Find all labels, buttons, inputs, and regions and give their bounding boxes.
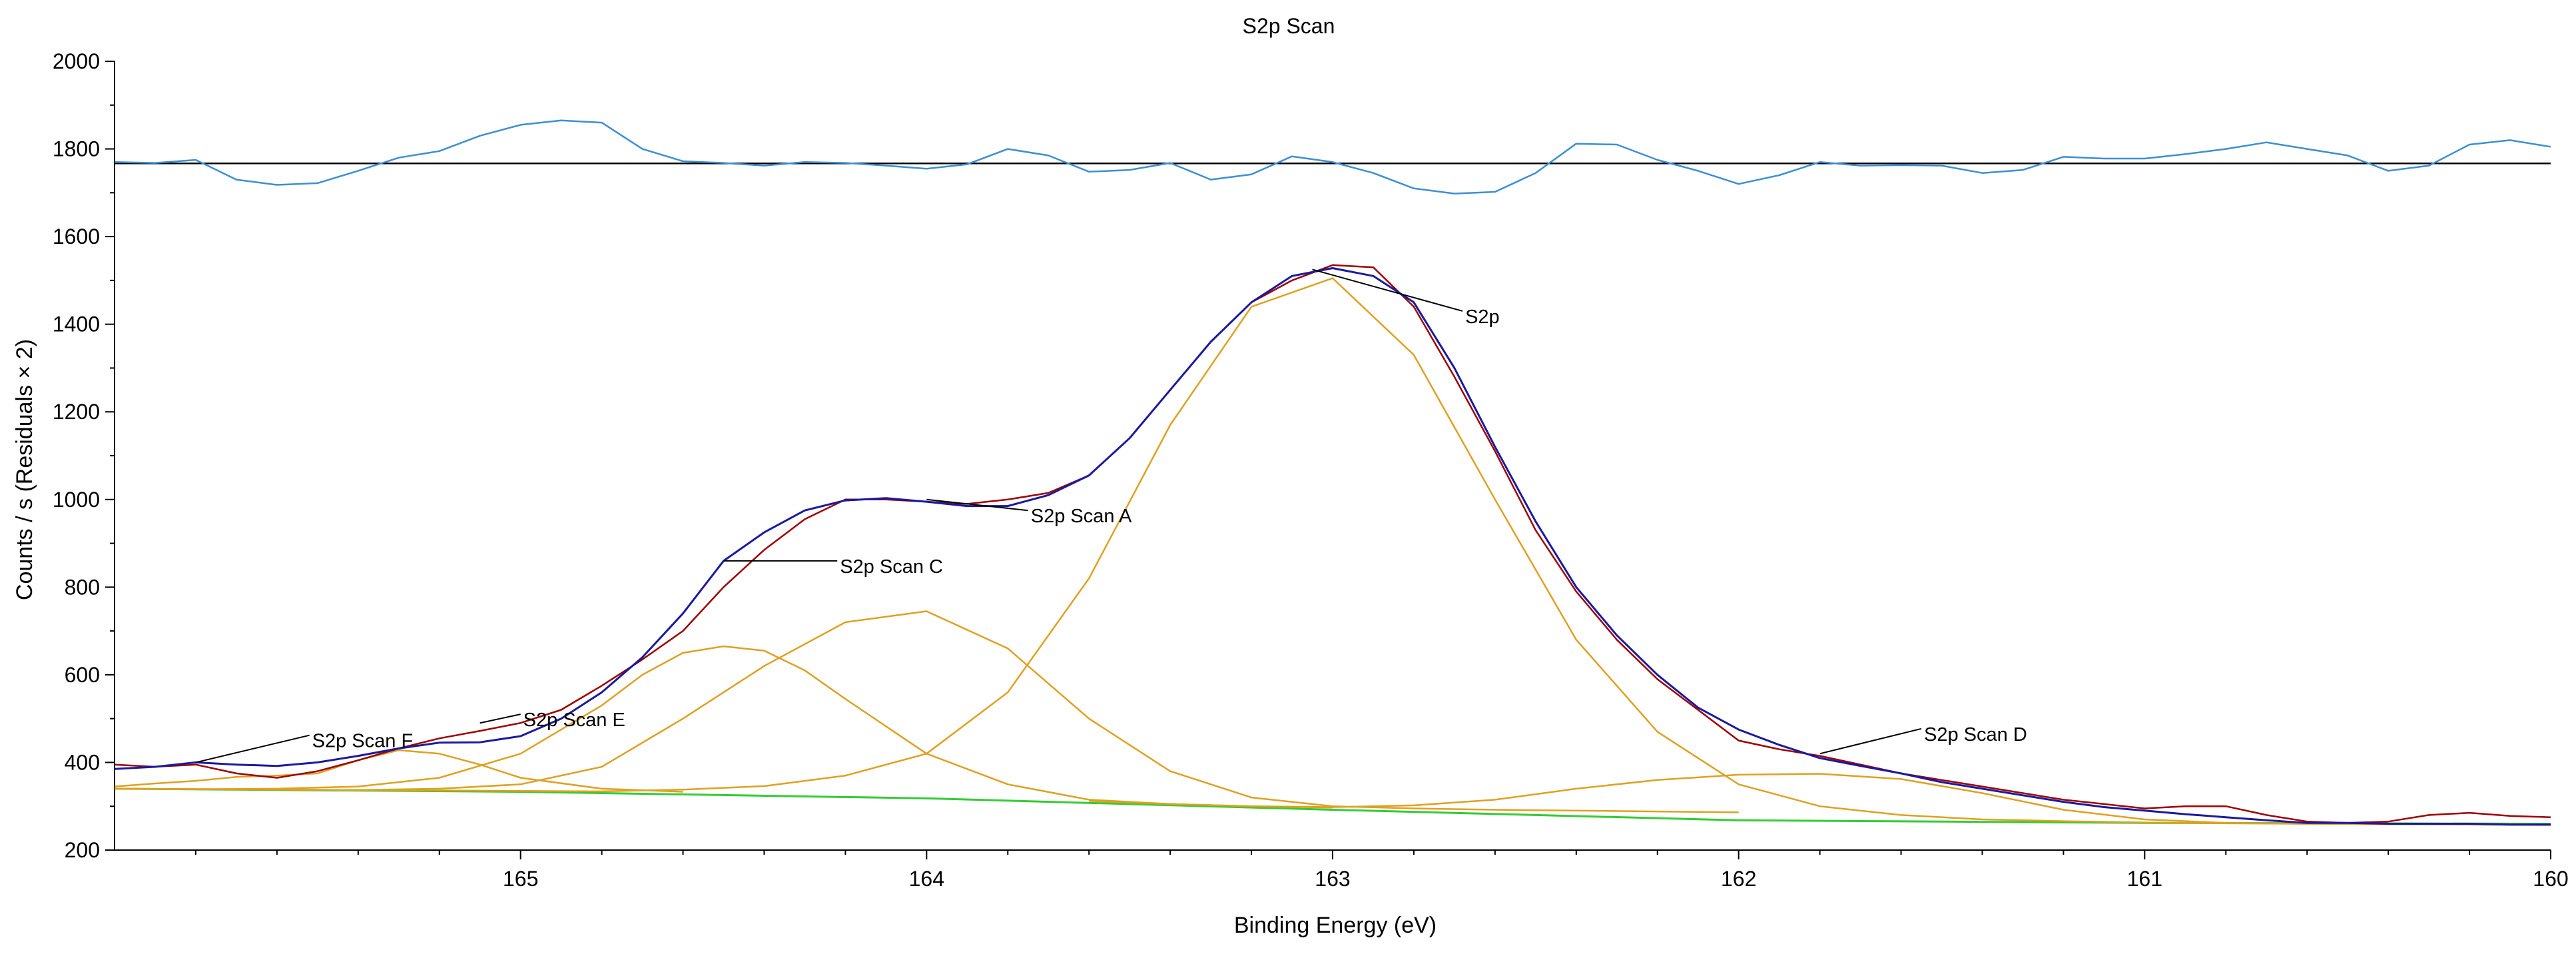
x-tick-label: 162 <box>1721 867 1756 891</box>
series-s2p <box>114 267 2551 826</box>
series-s2p-scan-c <box>114 610 1739 813</box>
x-tick-label: 163 <box>1315 867 1350 891</box>
x-tick-label: 160 <box>2533 867 2568 891</box>
series-data <box>114 264 2551 824</box>
annotation-leader <box>926 498 1028 512</box>
annotation-leader <box>1819 727 1922 755</box>
annotation-leader <box>1312 268 1463 312</box>
y-tick-label: 200 <box>65 838 100 862</box>
annotation-label: S2p Scan D <box>1924 724 2027 745</box>
x-tick-label: 161 <box>2127 867 2162 891</box>
series-s2p-scan-f <box>114 749 683 793</box>
y-axis-label: Counts / s (Residuals × 2) <box>12 339 37 600</box>
y-tick-label: 1000 <box>53 488 100 512</box>
y-tick-label: 400 <box>65 750 100 774</box>
plot-area: 200 400 600 800 1000 1200 1400 1600 1800 2000 165 1… <box>53 49 2569 891</box>
y-tick-label: 800 <box>65 575 100 599</box>
annotation-leader <box>195 734 310 763</box>
annotation-label: S2p <box>1465 306 1500 328</box>
y-tick-label: 1800 <box>53 137 100 161</box>
series-s2p-scan-e <box>114 645 1333 809</box>
chart-title: S2p Scan <box>1243 14 1335 38</box>
annotation-label: S2p Scan C <box>840 556 943 578</box>
series-residuals <box>114 119 2551 195</box>
annotation-leader <box>480 714 521 724</box>
y-tick-label: 1600 <box>53 225 100 248</box>
x-tick-label: 165 <box>503 867 538 891</box>
y-tick-label: 1200 <box>53 400 100 424</box>
y-tick-label: 1400 <box>53 312 100 336</box>
x-tick-label: 164 <box>909 867 944 891</box>
series-s2p-scan-d <box>1089 773 2389 825</box>
annotation-label: S2p Scan A <box>1031 506 1132 527</box>
x-axis-label: Binding Energy (eV) <box>1234 913 1437 938</box>
annotation-label: S2p Scan F <box>312 731 414 752</box>
y-tick-label: 2000 <box>53 49 100 73</box>
series-s2p-scan-a <box>114 277 2551 826</box>
y-tick-label: 600 <box>65 663 100 687</box>
annotation-label: S2p Scan E <box>523 710 625 731</box>
